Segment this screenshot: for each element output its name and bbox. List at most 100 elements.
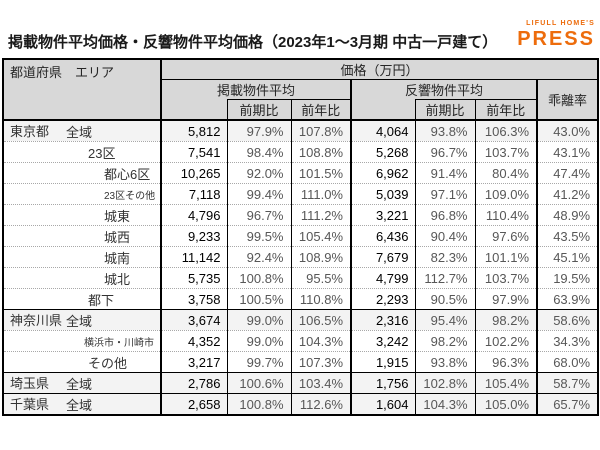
- listed-prev-year-ratio: 108.8%: [290, 141, 351, 163]
- listed-average-price: 7,118: [160, 183, 227, 205]
- listed-prev-year-ratio: 107.8%: [290, 119, 351, 142]
- table-row: その他 3,217 99.7% 107.3% 1,915 93.8% 96.3%…: [3, 351, 599, 373]
- table-row: 神奈川県 全域 3,674 99.0% 106.5% 2,316 95.4% 9…: [3, 309, 599, 331]
- listed-average-price: 3,217: [160, 351, 227, 373]
- area-cell: 都下: [3, 288, 162, 310]
- listed-prev-period-ratio: 99.4%: [226, 183, 291, 205]
- listed-average-price: 11,142: [160, 246, 227, 268]
- area-cell: 23区その他: [3, 183, 162, 205]
- responded-prev-year-ratio: 109.0%: [474, 183, 537, 205]
- listed-prev-period-ratio: 100.5%: [226, 288, 291, 310]
- table-row: 東京都 全域 5,812 97.9% 107.8% 4,064 93.8% 10…: [3, 119, 599, 142]
- responded-prev-year-ratio: 103.7%: [474, 267, 537, 289]
- responded-prev-period-ratio: 95.4%: [414, 309, 475, 331]
- area-cell: 横浜市・川崎市: [3, 330, 162, 352]
- prefecture-label: 千葉県: [10, 397, 50, 412]
- listed-prev-year-ratio: 112.6%: [290, 393, 351, 415]
- responded-average-price: 2,316: [350, 309, 415, 331]
- listed-average-price: 9,233: [160, 225, 227, 247]
- responded-prev-year-ratio: 103.7%: [474, 141, 537, 163]
- listed-average-price: 4,352: [160, 330, 227, 352]
- table-row: 都心6区 10,265 92.0% 101.5% 6,962 91.4% 80.…: [3, 162, 599, 184]
- price-table-header: 都道府県 エリア 価格（万円） 掲載物件平均 反響物件平均 乖離率 前期比 前年…: [2, 58, 599, 121]
- responded-prev-period-ratio: 98.2%: [414, 330, 475, 352]
- responded-average-price: 4,064: [350, 119, 415, 142]
- responded-prev-year-ratio: 106.3%: [474, 119, 537, 142]
- area-cell: 千葉県 全域: [3, 393, 162, 415]
- prefecture-label: 埼玉県: [10, 376, 50, 391]
- responded-prev-period-ratio: 102.8%: [414, 372, 475, 394]
- area-label: 城東: [104, 208, 131, 224]
- price-table-body: 東京都 全域 5,812 97.9% 107.8% 4,064 93.8% 10…: [3, 119, 599, 415]
- listed-prev-period-ratio: 99.5%: [226, 225, 291, 247]
- divergence-rate-value: 65.7%: [535, 393, 599, 415]
- listed-prev-period-ratio: 92.0%: [226, 162, 291, 184]
- divergence-rate-value: 19.5%: [535, 267, 599, 289]
- responded-prev-year-ratio: 98.2%: [474, 309, 537, 331]
- responded-average-price: 7,679: [350, 246, 415, 268]
- area-cell: 都心6区: [3, 162, 162, 184]
- area-label: 都下: [88, 292, 115, 308]
- responded-prev-period-ratio: 112.7%: [414, 267, 475, 289]
- area-cell: 東京都 全域: [3, 119, 162, 142]
- listed-prev-period-ratio: 98.4%: [226, 141, 291, 163]
- listed-average-price: 4,796: [160, 204, 227, 226]
- listed-prev-period-ratio: 100.8%: [226, 393, 291, 415]
- divergence-rate-value: 34.3%: [535, 330, 599, 352]
- listed-prev-year-ratio: 108.9%: [290, 246, 351, 268]
- header-prefecture-area: 都道府県 エリア: [2, 58, 162, 121]
- divergence-rate-value: 47.4%: [535, 162, 599, 184]
- divergence-rate-value: 68.0%: [535, 351, 599, 373]
- listed-prev-period-ratio: 96.7%: [226, 204, 291, 226]
- table-row: 23区その他 7,118 99.4% 111.0% 5,039 97.1% 10…: [3, 183, 599, 205]
- area-label: 23区: [88, 145, 116, 161]
- table-row: 城南 11,142 92.4% 108.9% 7,679 82.3% 101.1…: [3, 246, 599, 268]
- table-row: 城西 9,233 99.5% 105.4% 6,436 90.4% 97.6% …: [3, 225, 599, 247]
- responded-prev-year-ratio: 101.1%: [474, 246, 537, 268]
- header-responded-average: 反響物件平均: [350, 79, 538, 100]
- divergence-rate-value: 41.2%: [535, 183, 599, 205]
- table-row: 23区 7,541 98.4% 108.8% 5,268 96.7% 103.7…: [3, 141, 599, 163]
- header-responded-price-blank: [350, 99, 416, 121]
- responded-average-price: 5,268: [350, 141, 415, 163]
- header-listed-prev-year: 前年比: [290, 99, 352, 121]
- divergence-rate-value: 43.0%: [535, 119, 599, 142]
- listed-prev-year-ratio: 104.3%: [290, 330, 351, 352]
- responded-average-price: 2,293: [350, 288, 415, 310]
- area-label: 全域: [66, 376, 93, 392]
- responded-prev-period-ratio: 104.3%: [414, 393, 475, 415]
- responded-prev-period-ratio: 90.5%: [414, 288, 475, 310]
- area-label: 全域: [66, 124, 93, 140]
- table-row: 横浜市・川崎市 4,352 99.0% 104.3% 3,242 98.2% 1…: [3, 330, 599, 352]
- header-listed-average: 掲載物件平均: [160, 79, 352, 100]
- listed-prev-year-ratio: 111.0%: [290, 183, 351, 205]
- listed-prev-period-ratio: 97.9%: [226, 119, 291, 142]
- divergence-rate-value: 48.9%: [535, 204, 599, 226]
- responded-prev-year-ratio: 96.3%: [474, 351, 537, 373]
- responded-average-price: 3,221: [350, 204, 415, 226]
- area-label: 城西: [104, 229, 131, 245]
- table-row: 都下 3,758 100.5% 110.8% 2,293 90.5% 97.9%…: [3, 288, 599, 310]
- lifull-homes-press-logo: LIFULL HOME'S PRESS: [517, 20, 595, 49]
- area-label: 23区その他: [104, 190, 156, 202]
- listed-prev-period-ratio: 100.6%: [226, 372, 291, 394]
- responded-prev-period-ratio: 97.1%: [414, 183, 475, 205]
- area-cell: 城東: [3, 204, 162, 226]
- responded-prev-year-ratio: 97.9%: [474, 288, 537, 310]
- listed-prev-year-ratio: 103.4%: [290, 372, 351, 394]
- price-table: 都道府県 エリア 価格（万円） 掲載物件平均 反響物件平均 乖離率 前期比 前年…: [2, 58, 600, 416]
- responded-prev-year-ratio: 110.4%: [474, 204, 537, 226]
- table-row: 城東 4,796 96.7% 111.2% 3,221 96.8% 110.4%…: [3, 204, 599, 226]
- listed-prev-year-ratio: 105.4%: [290, 225, 351, 247]
- table-row: 埼玉県 全域 2,786 100.6% 103.4% 1,756 102.8% …: [3, 372, 599, 394]
- responded-prev-year-ratio: 102.2%: [474, 330, 537, 352]
- responded-prev-period-ratio: 96.8%: [414, 204, 475, 226]
- listed-prev-period-ratio: 99.7%: [226, 351, 291, 373]
- listed-prev-year-ratio: 101.5%: [290, 162, 351, 184]
- prefecture-label: 東京都: [10, 124, 50, 139]
- logo-lifull-homes-text: LIFULL HOME'S: [526, 20, 595, 27]
- listed-average-price: 5,735: [160, 267, 227, 289]
- logo-press-text: PRESS: [517, 28, 595, 50]
- responded-prev-period-ratio: 90.4%: [414, 225, 475, 247]
- area-cell: 23区: [3, 141, 162, 163]
